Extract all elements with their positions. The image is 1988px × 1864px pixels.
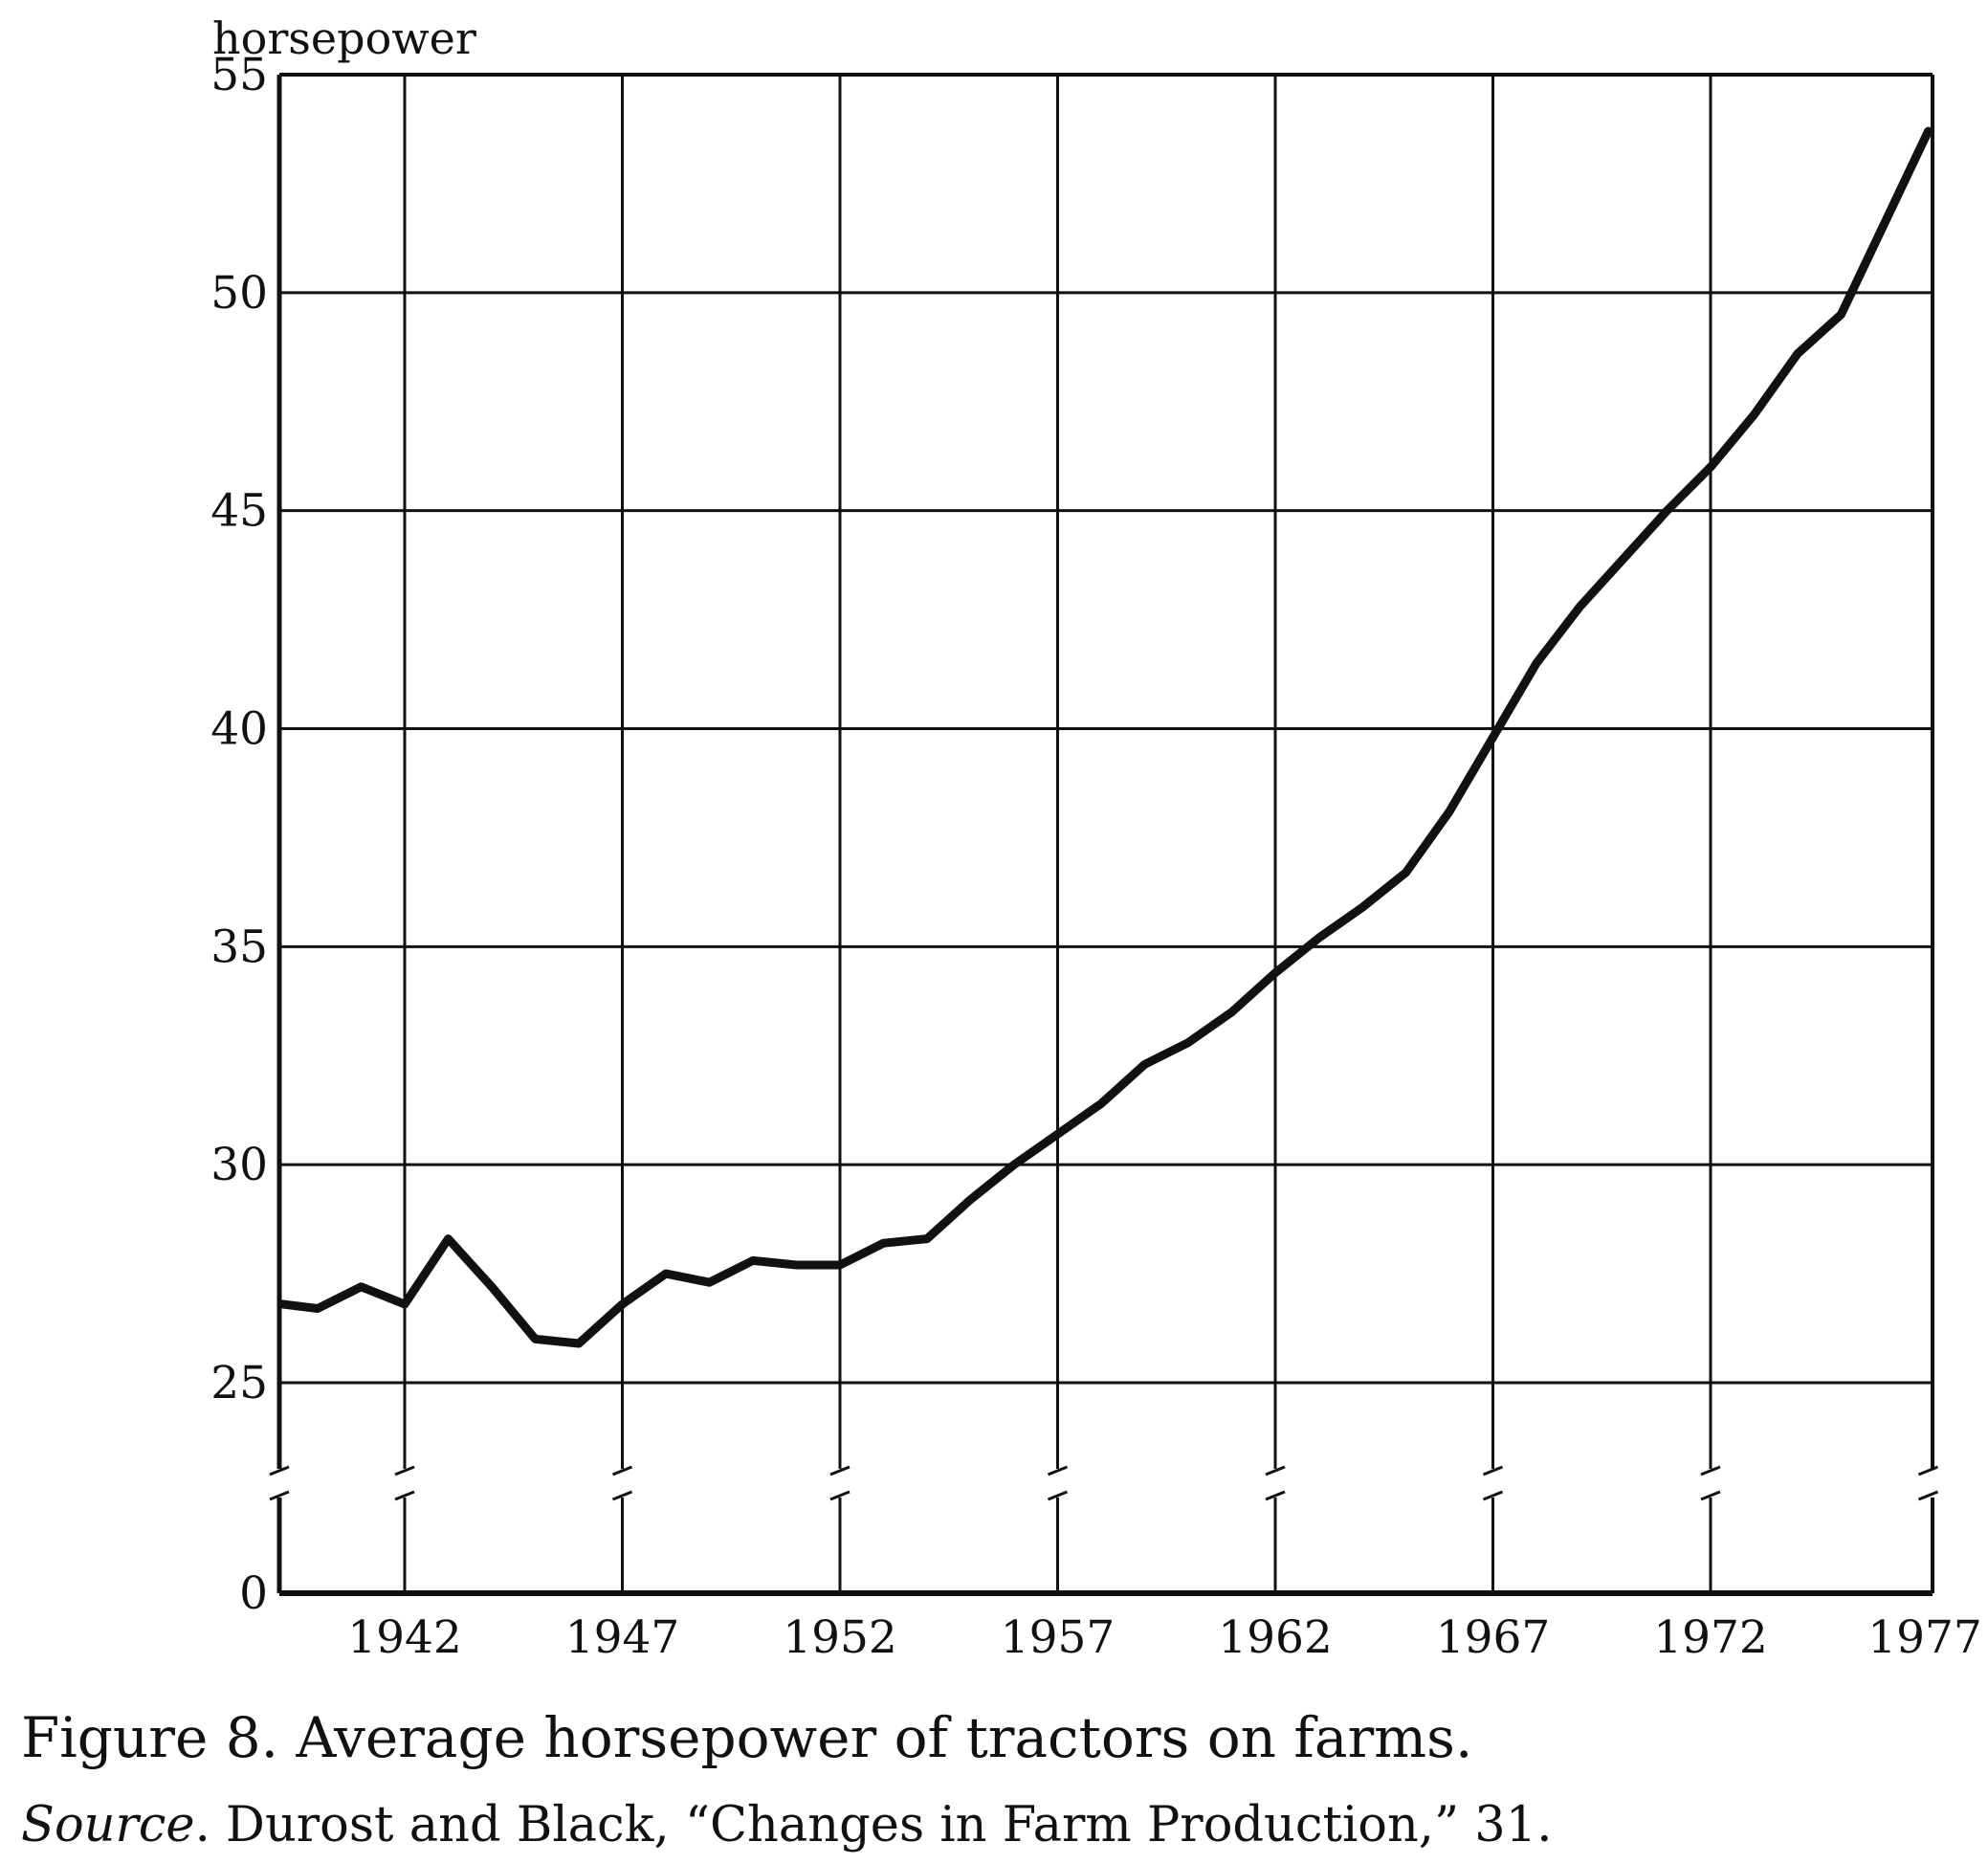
y-tick-label-25: 25 xyxy=(210,1357,268,1409)
grid-lines xyxy=(279,73,1933,1593)
y-tick-label-35: 35 xyxy=(210,921,268,973)
figure-caption: Figure 8. Average horsepower of tractors… xyxy=(21,1705,1473,1770)
break-mark-lower xyxy=(1700,1490,1721,1501)
x-tick-label-1972: 1972 xyxy=(1653,1611,1768,1664)
break-mark-lower xyxy=(1482,1490,1504,1501)
y-tick-label-0: 0 xyxy=(239,1567,268,1620)
break-mark-lower xyxy=(829,1490,850,1501)
x-tick-label-1957: 1957 xyxy=(1001,1611,1115,1664)
axes xyxy=(276,73,1934,1596)
break-mark-lower xyxy=(1047,1490,1069,1501)
break-mark-upper xyxy=(1482,1465,1504,1476)
break-mark-upper xyxy=(1700,1465,1721,1476)
break-mark-lower xyxy=(394,1490,415,1501)
break-mark-upper xyxy=(1917,1465,1939,1476)
break-mark-lower xyxy=(269,1490,290,1501)
source-label: Source xyxy=(21,1797,195,1853)
y-tick-label-55: 55 xyxy=(210,49,268,101)
x-tick-labels: 1942 1947 1952 1957 1962 1967 1972 1977 xyxy=(347,1611,1982,1664)
y-tick-label-50: 50 xyxy=(210,267,268,320)
axis-break-marks xyxy=(269,1465,1939,1501)
break-mark-lower xyxy=(1265,1490,1286,1501)
data-series xyxy=(278,126,1933,1348)
break-mark-upper xyxy=(269,1465,290,1476)
break-mark-lower xyxy=(1917,1490,1939,1501)
break-mark-upper xyxy=(394,1465,415,1476)
x-tick-label-1947: 1947 xyxy=(565,1611,680,1664)
figure-source: Source. Durost and Black, “Changes in Fa… xyxy=(21,1797,1552,1853)
y-tick-label-40: 40 xyxy=(210,703,268,756)
x-tick-label-1977: 1977 xyxy=(1867,1611,1982,1664)
series-line xyxy=(278,126,1933,1348)
break-mark-upper xyxy=(1047,1465,1069,1476)
y-axis-label: horsepower xyxy=(212,12,476,64)
y-tick-label-45: 45 xyxy=(210,485,268,538)
x-tick-label-1967: 1967 xyxy=(1436,1611,1551,1664)
y-tick-label-30: 30 xyxy=(210,1139,268,1191)
x-tick-label-1962: 1962 xyxy=(1218,1611,1333,1664)
break-mark-upper xyxy=(1265,1465,1286,1476)
break-mark-lower xyxy=(611,1490,633,1501)
break-mark-upper xyxy=(611,1465,633,1476)
break-mark-upper xyxy=(829,1465,850,1476)
x-tick-label-1942: 1942 xyxy=(347,1611,462,1664)
x-tick-label-1952: 1952 xyxy=(783,1611,897,1664)
y-tick-labels: 0 25 30 35 40 45 50 55 xyxy=(210,49,268,1620)
source-text: . Durost and Black, “Changes in Farm Pro… xyxy=(194,1797,1553,1853)
